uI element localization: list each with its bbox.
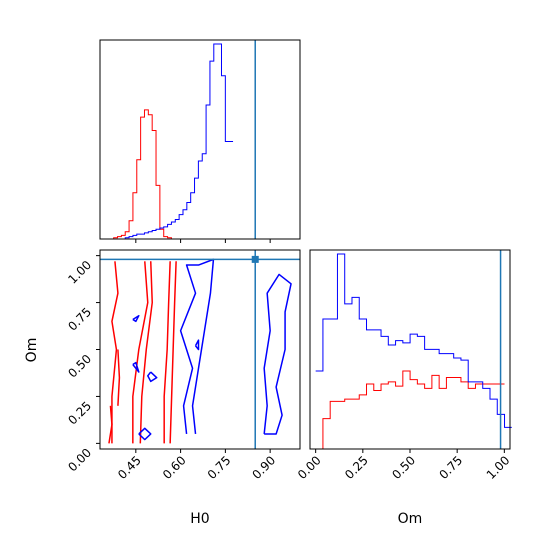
- joint-x-tick-label-3: 0.75: [205, 453, 234, 482]
- panel-frame-joint: [99, 249, 301, 450]
- hist-Om-x-tick-label-5: 1.00: [484, 453, 513, 482]
- hist-Om-series-1: [315, 370, 505, 450]
- panel-frame-hist-Om: [309, 249, 511, 450]
- contour-series-2-3: [138, 427, 152, 441]
- contour-series-2-7: [194, 339, 200, 351]
- contour-series-2-6: [132, 314, 140, 323]
- contour-series-1-6: [108, 405, 113, 444]
- joint-x-tick-label-1: 0.45: [115, 453, 144, 482]
- x-axis-label-Om: Om: [398, 511, 423, 527]
- joint-x-tick-label-2: 0.60: [160, 453, 189, 482]
- truth-marker: [251, 255, 259, 263]
- hist-Om-series-layer: [315, 253, 512, 450]
- joint-y-ticks: 0.00 0.25 0.50 0.75 1.00: [65, 255, 100, 475]
- hist-H0-series-layer: [105, 43, 299, 240]
- joint-y-tick-label-2: 0.25: [65, 399, 94, 428]
- panel-hist-H0: [99, 39, 301, 243]
- joint-y-tick-label-3: 0.50: [65, 352, 94, 381]
- panel-joint-H0-Om: 0.45 0.60 0.75 0.90 0.00 0.25 0.50 0.75 1.00 H0…: [24, 249, 301, 527]
- contour-series-2-1: [179, 258, 215, 435]
- contour-series-2-5: [147, 371, 158, 383]
- joint-x-ticks: 0.45 0.60 0.75 0.90: [115, 449, 278, 482]
- hist-Om-x-tick-label-3: 0.50: [389, 453, 418, 482]
- hist-Om-x-tick-label-4: 0.75: [436, 453, 465, 482]
- hist-H0-series-1: [105, 109, 299, 240]
- contour-series-1-7: [117, 349, 121, 406]
- panel-frame-hist-H0: [99, 39, 301, 240]
- hist-H0-x-ticks: [135, 239, 271, 243]
- hist-Om-series-2: [315, 253, 512, 428]
- hist-Om-x-tick-label-1: 0.00: [295, 453, 324, 482]
- contour-series-1-3: [139, 261, 153, 444]
- joint-y-tick-label-1: 0.00: [65, 446, 94, 475]
- x-axis-label-H0: H0: [190, 511, 209, 527]
- contour-series-1-4: [163, 261, 171, 444]
- contour-series-1-1: [111, 261, 119, 444]
- joint-x-tick-label-4: 0.90: [249, 453, 278, 482]
- contour-series-layer: [108, 258, 292, 444]
- panel-hist-Om: 0.00 0.25 0.50 0.75 1.00 Om: [295, 249, 512, 527]
- hist-Om-x-tick-label-2: 0.25: [342, 453, 371, 482]
- contour-series-2-4: [132, 361, 140, 373]
- hist-H0-series-2: [105, 43, 234, 240]
- joint-y-tick-label-5: 1.00: [65, 258, 94, 287]
- hist-Om-x-ticks: 0.00 0.25 0.50 0.75 1.00: [295, 449, 512, 482]
- contour-series-2-2: [263, 273, 292, 435]
- contour-series-1-2: [132, 261, 149, 444]
- joint-y-tick-label-4: 0.75: [65, 305, 94, 334]
- y-axis-label-Om: Om: [24, 338, 40, 363]
- contour-series-1-5: [169, 261, 177, 444]
